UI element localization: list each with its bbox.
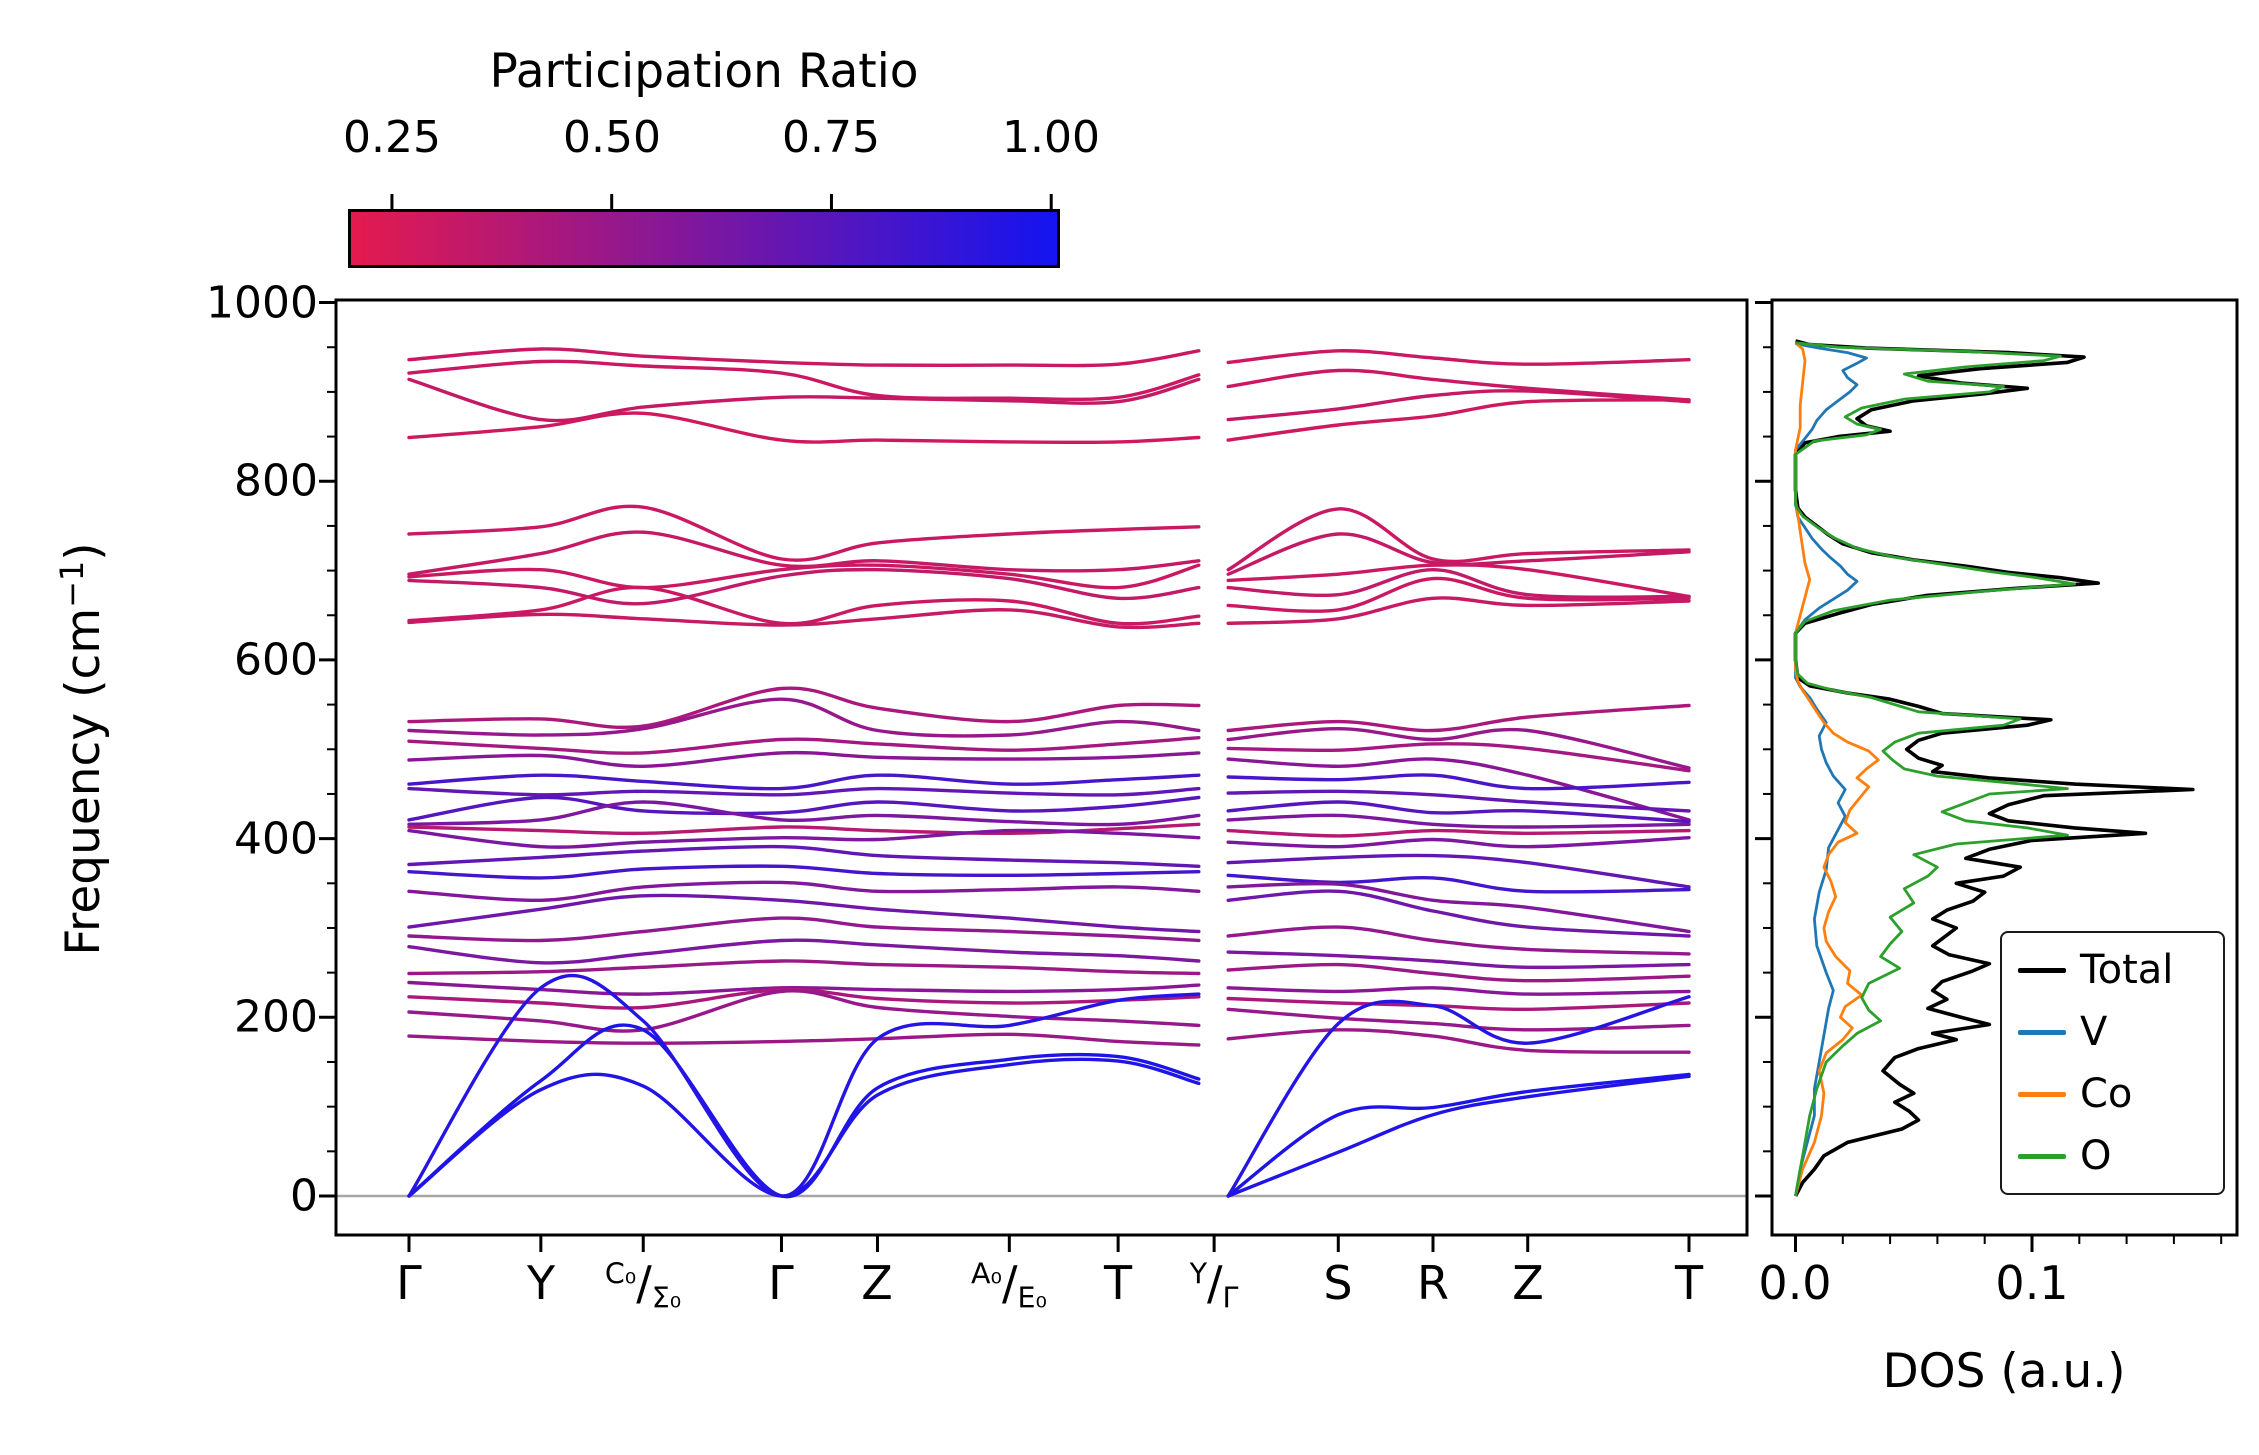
colorbar-tick-075: 0.75 bbox=[782, 112, 880, 163]
legend-line-v-icon bbox=[2018, 1029, 2066, 1035]
xtick-y-gamma: Y/Γ bbox=[1189, 1256, 1239, 1315]
xtick-y: Y bbox=[526, 1256, 556, 1310]
dos-xtick-00: 0.0 bbox=[1758, 1256, 1832, 1310]
legend-label-co: Co bbox=[2080, 1071, 2133, 1117]
colorbar-tick-025: 0.25 bbox=[343, 112, 441, 163]
xtick-gamma-2: Γ bbox=[768, 1256, 794, 1310]
ytick-1000: 1000 bbox=[206, 277, 318, 329]
xtick-t-1: T bbox=[1103, 1256, 1133, 1310]
ytick-200: 200 bbox=[234, 991, 318, 1043]
colorbar-tick-100: 1.00 bbox=[1002, 112, 1100, 163]
legend-label-total: Total bbox=[2080, 947, 2174, 993]
legend-entry-co: Co bbox=[2018, 1069, 2207, 1119]
xtick-c0-sigma0: C₀/Σ₀ bbox=[604, 1256, 682, 1315]
legend-line-co-icon bbox=[2018, 1091, 2066, 1097]
legend-line-o-icon bbox=[2018, 1153, 2066, 1159]
legend-entry-total: Total bbox=[2018, 945, 2207, 995]
colorbar-title: Participation Ratio bbox=[489, 44, 919, 99]
y-axis-label: Frequency (cm−1) bbox=[53, 542, 111, 956]
ytick-400: 400 bbox=[234, 813, 318, 865]
xtick-s: S bbox=[1323, 1256, 1353, 1310]
ytick-800: 800 bbox=[234, 455, 318, 507]
participation-ratio-colorbar bbox=[348, 209, 1060, 268]
xtick-r: R bbox=[1417, 1256, 1449, 1310]
colorbar-tick-050: 0.50 bbox=[563, 112, 661, 163]
legend-line-total-icon bbox=[2018, 967, 2066, 973]
legend-label-v: V bbox=[2080, 1009, 2108, 1055]
xtick-a0-e0: A₀/E₀ bbox=[971, 1256, 1047, 1315]
legend-entry-v: V bbox=[2018, 1007, 2207, 1057]
xtick-gamma-1: Γ bbox=[396, 1256, 422, 1310]
dos-axis-label: DOS (a.u.) bbox=[1882, 1344, 2126, 1399]
ytick-600: 600 bbox=[234, 634, 318, 686]
legend-entry-o: O bbox=[2018, 1131, 2207, 1181]
xtick-t-2: T bbox=[1674, 1256, 1704, 1310]
legend-label-o: O bbox=[2080, 1133, 2112, 1179]
dos-legend: Total V Co O bbox=[2000, 931, 2225, 1195]
dos-xtick-01: 0.1 bbox=[1995, 1256, 2069, 1310]
xtick-z-1: Z bbox=[861, 1256, 893, 1310]
xtick-z-2: Z bbox=[1512, 1256, 1544, 1310]
ytick-0: 0 bbox=[290, 1170, 318, 1222]
